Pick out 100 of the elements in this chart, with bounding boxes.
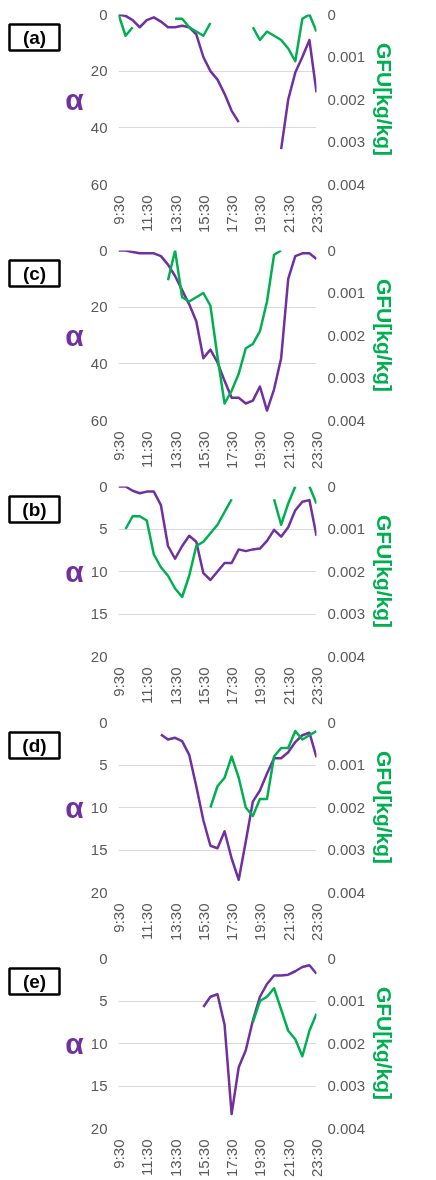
y2-axis-title: GFU[kg/kg]	[373, 278, 397, 393]
y2-tick-label: 0.003	[327, 369, 366, 386]
y2-tick-label: 0.002	[327, 798, 366, 816]
text: (a)	[22, 27, 47, 49]
text: (b)	[22, 499, 47, 521]
y2-tick-label: 0.002	[327, 90, 366, 108]
y2-axis-title: GFU[kg/kg]	[373, 42, 397, 157]
x-tick-label: 17:30	[223, 903, 241, 942]
x-tick-label: 9:30	[110, 903, 127, 933]
x-tick-label: 21:30	[279, 431, 297, 470]
y-tick-label: 20	[90, 298, 108, 316]
x-tick-label: 17:30	[223, 431, 241, 470]
line-series	[166, 250, 283, 405]
y-tick-label: 10	[90, 798, 108, 816]
x-tick-label: 21:30	[279, 667, 297, 706]
x-tick-label: 13:30	[166, 667, 184, 706]
x-tick-label: 21:30	[279, 195, 297, 234]
line-series	[118, 250, 317, 412]
y2-tick-label: 0.004	[327, 1119, 366, 1137]
y2-tick-label: 0	[327, 241, 336, 259]
y2-tick-label: 0.004	[327, 647, 366, 665]
y-tick-label: 20	[90, 62, 108, 80]
y-tick-label: 0	[99, 477, 108, 495]
y-tick-label: 0	[99, 5, 108, 23]
x-tick-label: 15:30	[194, 1139, 212, 1178]
x-tick-label: 9:30	[110, 667, 127, 697]
x-tick-label: 23:30	[308, 431, 325, 470]
y2-tick-label: 0.003	[327, 605, 366, 622]
y-tick-label: 5	[99, 520, 108, 537]
x-tick-label: 11:30	[138, 1139, 156, 1176]
y-tick-label: 15	[90, 605, 108, 622]
y2-tick-label: 0.002	[327, 562, 366, 580]
y2-axis-title: GFU[kg/kg]	[373, 986, 397, 1101]
y-tick-label: 0	[99, 241, 108, 259]
y-tick-label: 10	[90, 1034, 108, 1052]
y2-tick-label: 0.001	[327, 284, 366, 301]
x-tick-label: 13:30	[166, 1139, 184, 1178]
text: (c)	[22, 263, 47, 285]
y2-tick-label: 0.003	[327, 1077, 366, 1094]
x-tick-label: 11:30	[138, 667, 156, 704]
x-tick-label: 23:30	[308, 195, 325, 234]
line-series	[159, 731, 317, 881]
x-tick-label: 13:30	[166, 195, 184, 234]
x-tick-label: 19:30	[251, 195, 269, 234]
y-axis-title: α	[65, 791, 85, 824]
y2-tick-label: 0.003	[327, 133, 366, 150]
x-tick-label: 19:30	[251, 903, 269, 942]
x-tick-label: 9:30	[110, 1139, 127, 1169]
x-tick-label: 11:30	[138, 903, 156, 940]
y-tick-label: 20	[90, 1119, 108, 1137]
x-tick-label: 23:30	[308, 1139, 325, 1178]
y-tick-label: 15	[90, 1077, 108, 1094]
text: (e)	[22, 971, 47, 993]
y-axis-title: α	[65, 1027, 85, 1060]
y2-tick-label: 0.004	[327, 411, 366, 429]
text: (d)	[22, 735, 47, 757]
y-axis-title: α	[65, 555, 85, 588]
y2-tick-label: 0	[327, 949, 336, 967]
x-tick-label: 9:30	[110, 431, 127, 461]
x-tick-label: 15:30	[194, 431, 212, 470]
x-tick-label: 23:30	[308, 667, 325, 706]
y-tick-label: 40	[90, 354, 108, 372]
x-tick-label: 21:30	[279, 903, 297, 942]
x-tick-label: 17:30	[223, 667, 241, 706]
x-tick-label: 15:30	[194, 195, 212, 234]
y-tick-label: 20	[90, 883, 108, 901]
y-tick-label: 60	[90, 175, 108, 193]
y-axis-title: α	[65, 319, 85, 352]
y-tick-label: 40	[90, 118, 108, 136]
line-series	[251, 987, 317, 1058]
x-tick-label: 13:30	[166, 903, 184, 942]
y2-tick-label: 0	[327, 713, 336, 731]
x-tick-label: 9:30	[110, 195, 127, 225]
x-tick-label: 11:30	[138, 431, 156, 468]
y-tick-label: 15	[90, 841, 108, 858]
x-tick-label: 21:30	[279, 1139, 297, 1178]
y2-tick-label: 0.003	[327, 841, 366, 858]
y2-tick-label: 0.001	[327, 520, 366, 537]
y2-axis-title: GFU[kg/kg]	[373, 750, 397, 865]
y-tick-label: 60	[90, 411, 108, 429]
x-tick-label: 19:30	[251, 431, 269, 470]
y-tick-label: 0	[99, 949, 108, 967]
y2-axis-title: GFU[kg/kg]	[373, 514, 397, 629]
line-series	[209, 729, 317, 818]
line-series	[202, 964, 317, 1116]
x-tick-label: 19:30	[251, 1139, 269, 1178]
x-tick-label: 11:30	[138, 195, 156, 232]
y-tick-label: 0	[99, 713, 108, 731]
y2-tick-label: 0.002	[327, 1034, 366, 1052]
x-tick-label: 15:30	[194, 903, 212, 942]
x-tick-label: 15:30	[194, 667, 212, 706]
y-tick-label: 20	[90, 647, 108, 665]
y2-tick-label: 0	[327, 477, 336, 495]
y2-tick-label: 0.001	[327, 992, 366, 1009]
y2-tick-label: 0.001	[327, 756, 366, 773]
y-axis-title: α	[65, 83, 85, 116]
x-tick-label: 17:30	[223, 1139, 241, 1178]
x-tick-label: 13:30	[166, 431, 184, 470]
line-series	[118, 486, 317, 582]
y2-tick-label: 0.001	[327, 48, 366, 65]
